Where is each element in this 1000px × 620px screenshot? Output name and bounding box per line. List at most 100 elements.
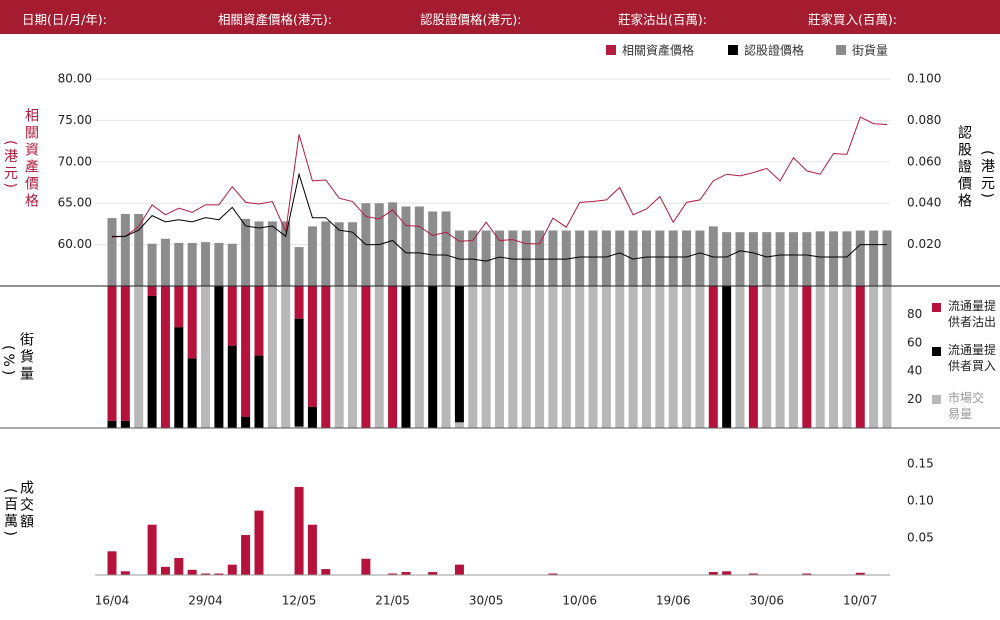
turnover-bar: [214, 573, 224, 575]
volume-bar: [682, 230, 692, 286]
volume-bar: [575, 230, 585, 286]
volume-bar: [147, 243, 157, 286]
tick-label: 80: [907, 307, 922, 321]
turnover-bar: [307, 524, 317, 575]
y-axis-label: 相關資產價格: [23, 108, 39, 210]
volume-bar: [708, 226, 718, 286]
turnover-bar: [748, 573, 758, 575]
x-tick-label: 29/04: [188, 594, 223, 608]
share-bar: [748, 286, 758, 428]
turnover-bar: [187, 569, 197, 575]
volume-bar: [521, 230, 531, 286]
tick-label: 0.10: [907, 494, 934, 508]
tick-label: 0.060: [907, 154, 941, 168]
turnover-bar: [147, 524, 157, 575]
share-bar: [869, 286, 879, 428]
share-bar: [267, 286, 277, 428]
share-bar: [401, 286, 411, 428]
share-bar: [561, 286, 571, 428]
turnover-bar: [855, 572, 865, 575]
volume-bar: [441, 211, 451, 286]
legend-label: 流通量提供者沽出: [948, 299, 997, 329]
share-bar: [615, 286, 625, 428]
x-tick-label: 30/06: [749, 594, 784, 608]
volume-bar: [468, 230, 478, 286]
header-label: 認股證價格(港元):: [420, 12, 522, 27]
volume-bar: [454, 230, 464, 286]
turnover-bar: [802, 573, 812, 575]
share-bar: [120, 420, 130, 428]
share-bar: [307, 286, 317, 407]
share-bar: [735, 286, 745, 428]
turnover-bar: [294, 486, 304, 575]
tick-label: 0.15: [907, 457, 934, 471]
turnover-bar: [401, 572, 411, 575]
tick-label: 75.00: [58, 113, 92, 127]
turnover-bar: [722, 571, 732, 575]
tick-label: 70.00: [58, 154, 92, 168]
volume-bar: [815, 231, 825, 286]
legend-item: 流通量提供者買入: [932, 342, 1000, 374]
share-bar: [147, 286, 157, 296]
share-bar: [414, 286, 424, 428]
legend-label: 流通量提供者買入: [948, 343, 997, 373]
turnover-bar: [201, 573, 211, 575]
tick-label: 80.00: [58, 72, 92, 86]
y2-axis-label: 認股證價格: [956, 125, 972, 210]
volume-bar: [735, 232, 745, 286]
share-bar: [254, 355, 264, 428]
turnover-bar: [227, 564, 237, 575]
legend-swatch: [836, 45, 846, 55]
share-bar: [174, 327, 184, 428]
volume-bar: [307, 226, 317, 286]
share-bar: [174, 286, 184, 328]
share-bar: [187, 358, 197, 428]
tick-label: 0.080: [907, 113, 941, 127]
volume-bar: [107, 218, 117, 286]
share-bar: [241, 286, 251, 417]
volume-bar: [722, 232, 732, 286]
volume-bar: [508, 230, 518, 286]
share-bar: [227, 286, 237, 346]
x-tick-label: 12/05: [282, 594, 317, 608]
share-bar: [655, 286, 665, 428]
header-label: 相關資產價格(港元):: [218, 12, 332, 27]
volume-bar: [655, 230, 665, 286]
legend-item: 流通量提供者沽出: [932, 298, 1000, 330]
legend-swatch: [932, 347, 941, 356]
y-axis-label: 成交額: [18, 480, 34, 531]
share-bar: [454, 422, 464, 428]
tick-label: 0.100: [907, 72, 941, 86]
turnover-bar: [428, 572, 438, 575]
volume-bar: [214, 242, 224, 286]
share-bar: [802, 286, 812, 428]
volume-bar: [481, 230, 491, 286]
share-bar: [107, 420, 117, 428]
share-bar: [361, 286, 371, 428]
header-label: 日期(日/月/年):: [22, 12, 107, 27]
volume-bar: [160, 238, 170, 286]
volume-bar: [174, 242, 184, 286]
share-bar: [682, 286, 692, 428]
share-bar: [641, 286, 651, 428]
turnover-bar: [708, 572, 718, 575]
share-bar: [307, 406, 317, 428]
volume-bar: [775, 232, 785, 286]
legend-label: 市場交易量: [948, 391, 985, 421]
share-bar: [441, 286, 451, 428]
x-tick-label: 16/04: [95, 594, 130, 608]
volume-bar: [294, 247, 304, 286]
tick-label: 0.040: [907, 196, 941, 210]
turnover-bar: [548, 573, 558, 575]
volume-bar: [561, 230, 571, 286]
x-tick-label: 30/05: [469, 594, 504, 608]
volume-bar: [227, 243, 237, 286]
turnover-bar: [107, 551, 117, 575]
legend-item: 市場交易量: [932, 390, 988, 422]
share-bar: [762, 286, 772, 428]
y-axis-label: 街貨量: [18, 332, 34, 383]
share-bar: [535, 286, 545, 428]
tick-label: 40: [907, 364, 922, 378]
